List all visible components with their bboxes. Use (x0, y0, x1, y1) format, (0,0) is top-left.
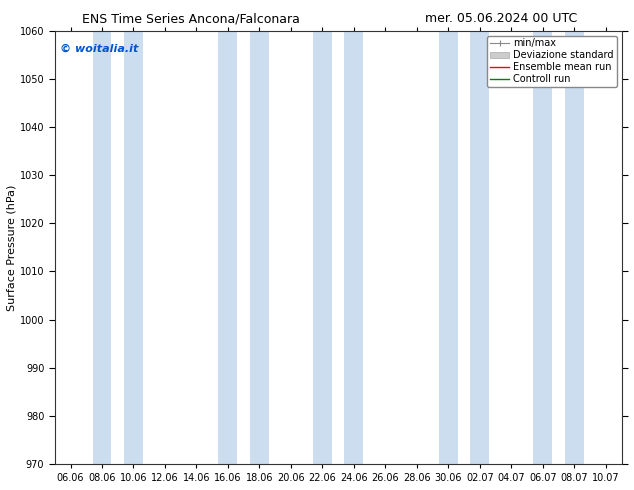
Bar (470, 31, 489, 464)
Text: mer. 05.06.2024 00 UTC: mer. 05.06.2024 00 UTC (425, 12, 577, 25)
Bar (93, 31, 112, 464)
Bar (124, 31, 143, 464)
Bar (219, 31, 237, 464)
Bar (533, 31, 552, 464)
Bar (313, 31, 332, 464)
Y-axis label: Surface Pressure (hPa): Surface Pressure (hPa) (7, 184, 17, 311)
Text: ENS Time Series Ancona/Falconara: ENS Time Series Ancona/Falconara (82, 12, 301, 25)
Bar (565, 31, 584, 464)
Text: © woitalia.it: © woitalia.it (60, 44, 139, 54)
Bar (250, 31, 269, 464)
Bar (439, 31, 458, 464)
Bar (344, 31, 363, 464)
Legend: min/max, Deviazione standard, Ensemble mean run, Controll run: min/max, Deviazione standard, Ensemble m… (487, 36, 617, 87)
